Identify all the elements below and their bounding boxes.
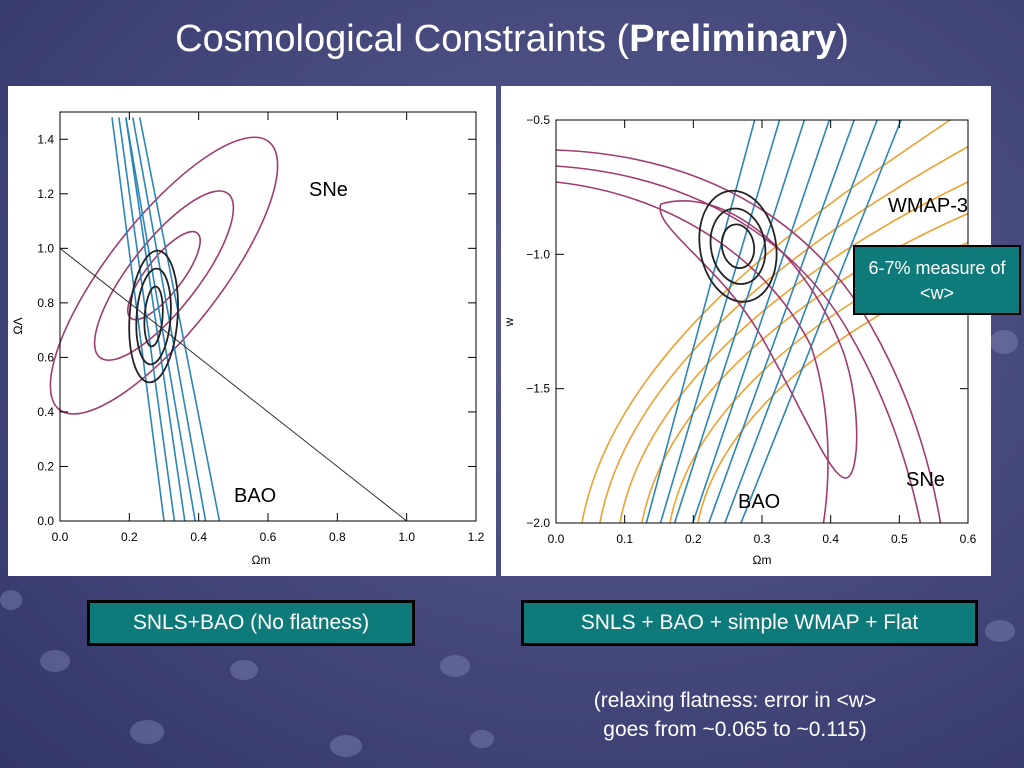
combined-contour <box>720 223 756 270</box>
bao-contour <box>740 120 902 523</box>
y-tick-label: 0.2 <box>37 459 54 473</box>
chart-right-panel: 0.0 0.1 0.2 0.3 0.4 0.5 0.6 −2.0 −1.5 −1.0 −0.5 Ωm… <box>501 86 991 576</box>
x-tick-label: 0.8 <box>329 530 346 544</box>
x-tick-label: 0.2 <box>121 530 138 544</box>
note-line-2: goes from ~0.065 to ~0.115) <box>603 718 867 741</box>
y-tick-label: −0.5 <box>526 113 550 127</box>
x-axis-label: Ωm <box>252 553 271 567</box>
bao-contours <box>645 120 902 523</box>
combined-contour <box>143 285 164 348</box>
bao-contour <box>138 117 221 522</box>
wmap-contour <box>641 212 968 523</box>
bg-dot <box>440 655 470 677</box>
x-tick-label: 0.1 <box>616 532 633 546</box>
sne-contours <box>556 149 942 523</box>
x-axis-label: Ωm <box>753 553 772 567</box>
annotation-sne: SNe <box>309 179 348 201</box>
x-tick-label: 0.2 <box>685 532 702 546</box>
bg-dot <box>130 720 164 744</box>
bao-contour <box>724 120 878 523</box>
bg-dot <box>985 620 1015 642</box>
wmap-contour <box>619 181 968 523</box>
flatness-note: (relaxing flatness: error in <w> goes fr… <box>540 686 930 744</box>
bao-contour <box>125 117 196 522</box>
sne-contour <box>556 165 922 523</box>
annotation-wmap: WMAP-3 <box>888 195 968 217</box>
x-tick-label: 0.3 <box>754 532 771 546</box>
sne-contour <box>556 149 942 523</box>
combined-contour <box>135 267 172 366</box>
bao-contours <box>111 117 221 522</box>
bg-dot <box>470 730 494 748</box>
combined-contour <box>698 189 778 303</box>
sne-contour <box>127 230 201 321</box>
plot-frame <box>59 111 477 522</box>
bao-contour <box>645 120 756 523</box>
chart-left: 0.0 0.2 0.4 0.6 0.8 1.0 1.2 0.0 0.2 0.4 0.6 0.8 1.0 1… <box>11 111 485 567</box>
y-tick-label: 1.2 <box>37 187 54 201</box>
bg-dot <box>40 650 70 672</box>
bg-dot <box>330 735 362 757</box>
combined-contours <box>698 189 778 303</box>
bao-contour <box>111 117 165 522</box>
wmap-contour <box>599 145 968 523</box>
x-tick-label: 0.6 <box>260 530 277 544</box>
chart-right: 0.0 0.1 0.2 0.3 0.4 0.5 0.6 −2.0 −1.5 −1.0 −0.5 Ωm… <box>502 113 977 567</box>
measure-callout: 6-7% measure of <w> <box>853 245 1021 315</box>
x-tick-label: 1.2 <box>468 530 485 544</box>
note-line-1: (relaxing flatness: error in <w> <box>593 689 877 712</box>
y-tick-label: 0.4 <box>37 405 54 419</box>
x-tick-label: 0.4 <box>822 532 839 546</box>
y-tick-label: 0.6 <box>37 350 54 364</box>
bao-contour <box>125 117 186 522</box>
bg-dot <box>0 590 22 610</box>
flat-line <box>59 247 407 522</box>
sne-contour <box>49 136 279 415</box>
y-tick-label: −1.0 <box>526 247 550 261</box>
wmap-contour <box>581 120 952 523</box>
x-tick-label: 0.6 <box>960 532 977 546</box>
x-tick-label: 0.5 <box>891 532 908 546</box>
y-tick-label: 1.0 <box>37 241 54 255</box>
y-tick-label: −2.0 <box>526 516 550 530</box>
y-tick-label: 0.8 <box>37 296 54 310</box>
slide-title: Cosmological Constraints (Preliminary) <box>175 18 849 60</box>
annotation-sne: SNe <box>906 469 945 491</box>
x-tick-label: 1.0 <box>398 530 415 544</box>
x-tick-label: 0.0 <box>548 532 565 546</box>
caption-left: SNLS+BAO (No flatness) <box>87 600 415 646</box>
bao-contour <box>659 120 781 523</box>
y-axis-label: ΩΛ <box>11 318 25 335</box>
bao-contour <box>673 120 806 523</box>
annotation-bao: BAO <box>234 485 276 507</box>
wmap-contours <box>581 120 968 523</box>
x-tick-label: 0.4 <box>190 530 207 544</box>
combined-contours <box>128 249 179 384</box>
chart-left-panel: 0.0 0.2 0.4 0.6 0.8 1.0 1.2 0.0 0.2 0.4 0.6 0.8 1.0 1… <box>8 86 496 576</box>
flat-universe-line <box>59 247 407 522</box>
x-tick-label: 0.0 <box>52 530 69 544</box>
bao-contour <box>132 117 207 522</box>
bg-dot <box>230 660 258 680</box>
bao-contour <box>707 120 856 523</box>
combined-contour <box>128 249 179 384</box>
combined-contour <box>709 207 767 285</box>
caption-right: SNLS + BAO + simple WMAP + Flat <box>521 600 978 646</box>
y-tick-label: 0.0 <box>37 514 54 528</box>
bao-contour <box>118 117 176 522</box>
annotation-bao: BAO <box>738 491 780 513</box>
bg-dot <box>990 330 1018 354</box>
bao-contour <box>691 120 831 523</box>
chart-left-axes: 0.0 0.2 0.4 0.6 0.8 1.0 1.2 0.0 0.2 0.4 0.6 0.8 1.0 1… <box>37 111 485 544</box>
sne-contour <box>556 181 829 523</box>
y-axis-label: w <box>502 317 516 327</box>
y-tick-label: 1.4 <box>37 132 54 146</box>
y-tick-label: −1.5 <box>526 382 550 396</box>
chart-right-axes: 0.0 0.1 0.2 0.3 0.4 0.5 0.6 −2.0 −1.5 −1.0 −0.5 <box>526 113 976 546</box>
